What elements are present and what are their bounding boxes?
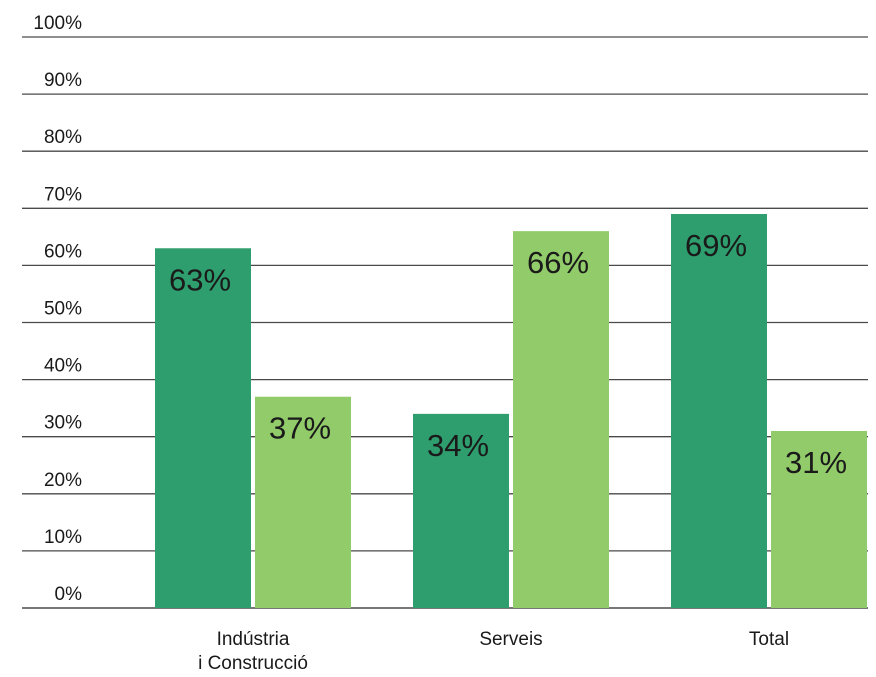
bar-series1-2 bbox=[671, 214, 767, 608]
bar-series1-0 bbox=[155, 248, 251, 608]
y-tick-label-10: 10% bbox=[44, 527, 82, 548]
y-tick-label-80: 80% bbox=[44, 127, 82, 148]
bar-value-label-series2-1: 66% bbox=[527, 245, 589, 280]
bar-series2-0 bbox=[255, 396, 351, 608]
bar-series2-1 bbox=[513, 231, 609, 608]
y-tick-label-0: 0% bbox=[55, 584, 83, 605]
y-tick-label-20: 20% bbox=[44, 470, 82, 491]
bar-value-label-series1-2: 69% bbox=[685, 228, 747, 263]
bar-value-label-series2-0: 37% bbox=[269, 411, 331, 446]
bars bbox=[155, 214, 867, 608]
y-tick-label-90: 90% bbox=[44, 70, 82, 91]
bar-series1-1 bbox=[413, 413, 509, 608]
y-tick-label-30: 30% bbox=[44, 413, 82, 434]
bar-value-label-series1-1: 34% bbox=[427, 428, 489, 463]
y-axis-ticks: 0% 10% 20% 30% 40% 50% 60% 70% 80% 90% 100% bbox=[33, 13, 82, 605]
bar-value-label-series2-2: 31% bbox=[785, 445, 847, 480]
x-axis-category-labels: Indústria i Construcció Serveis Total bbox=[198, 629, 789, 674]
y-tick-label-40: 40% bbox=[44, 356, 82, 377]
x-category-label-0: Indústria i Construcció bbox=[198, 629, 308, 674]
y-tick-label-60: 60% bbox=[44, 241, 82, 262]
x-category-label-2: Total bbox=[749, 629, 789, 650]
bar-series2-2 bbox=[771, 430, 867, 608]
y-tick-label-100: 100% bbox=[33, 13, 82, 34]
y-tick-label-70: 70% bbox=[44, 184, 82, 205]
y-tick-label-50: 50% bbox=[44, 299, 82, 320]
x-category-label-1: Serveis bbox=[479, 629, 542, 650]
bar-value-labels: 63% 34% 69% 37% 66% 31% bbox=[169, 228, 847, 480]
bar-value-label-series1-0: 63% bbox=[169, 262, 231, 297]
